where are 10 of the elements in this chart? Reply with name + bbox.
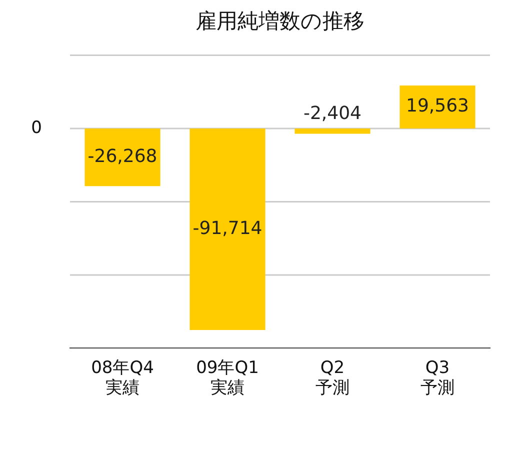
data-label: -26,268 [88,146,158,167]
data-label: -91,714 [192,218,262,239]
chart-title: 雇用純増数の推移 [196,9,364,34]
data-label: -2,404 [303,103,362,124]
x-tick-label: Q3 予測 [420,358,454,398]
x-tick-label: Q2 予測 [316,358,350,398]
data-label: 19,563 [406,96,469,117]
ref-line-label: 0 [31,118,42,138]
x-tick-label: 09年Q1 実績 [196,358,259,398]
x-tick-label: 08年Q4 実績 [91,358,154,398]
